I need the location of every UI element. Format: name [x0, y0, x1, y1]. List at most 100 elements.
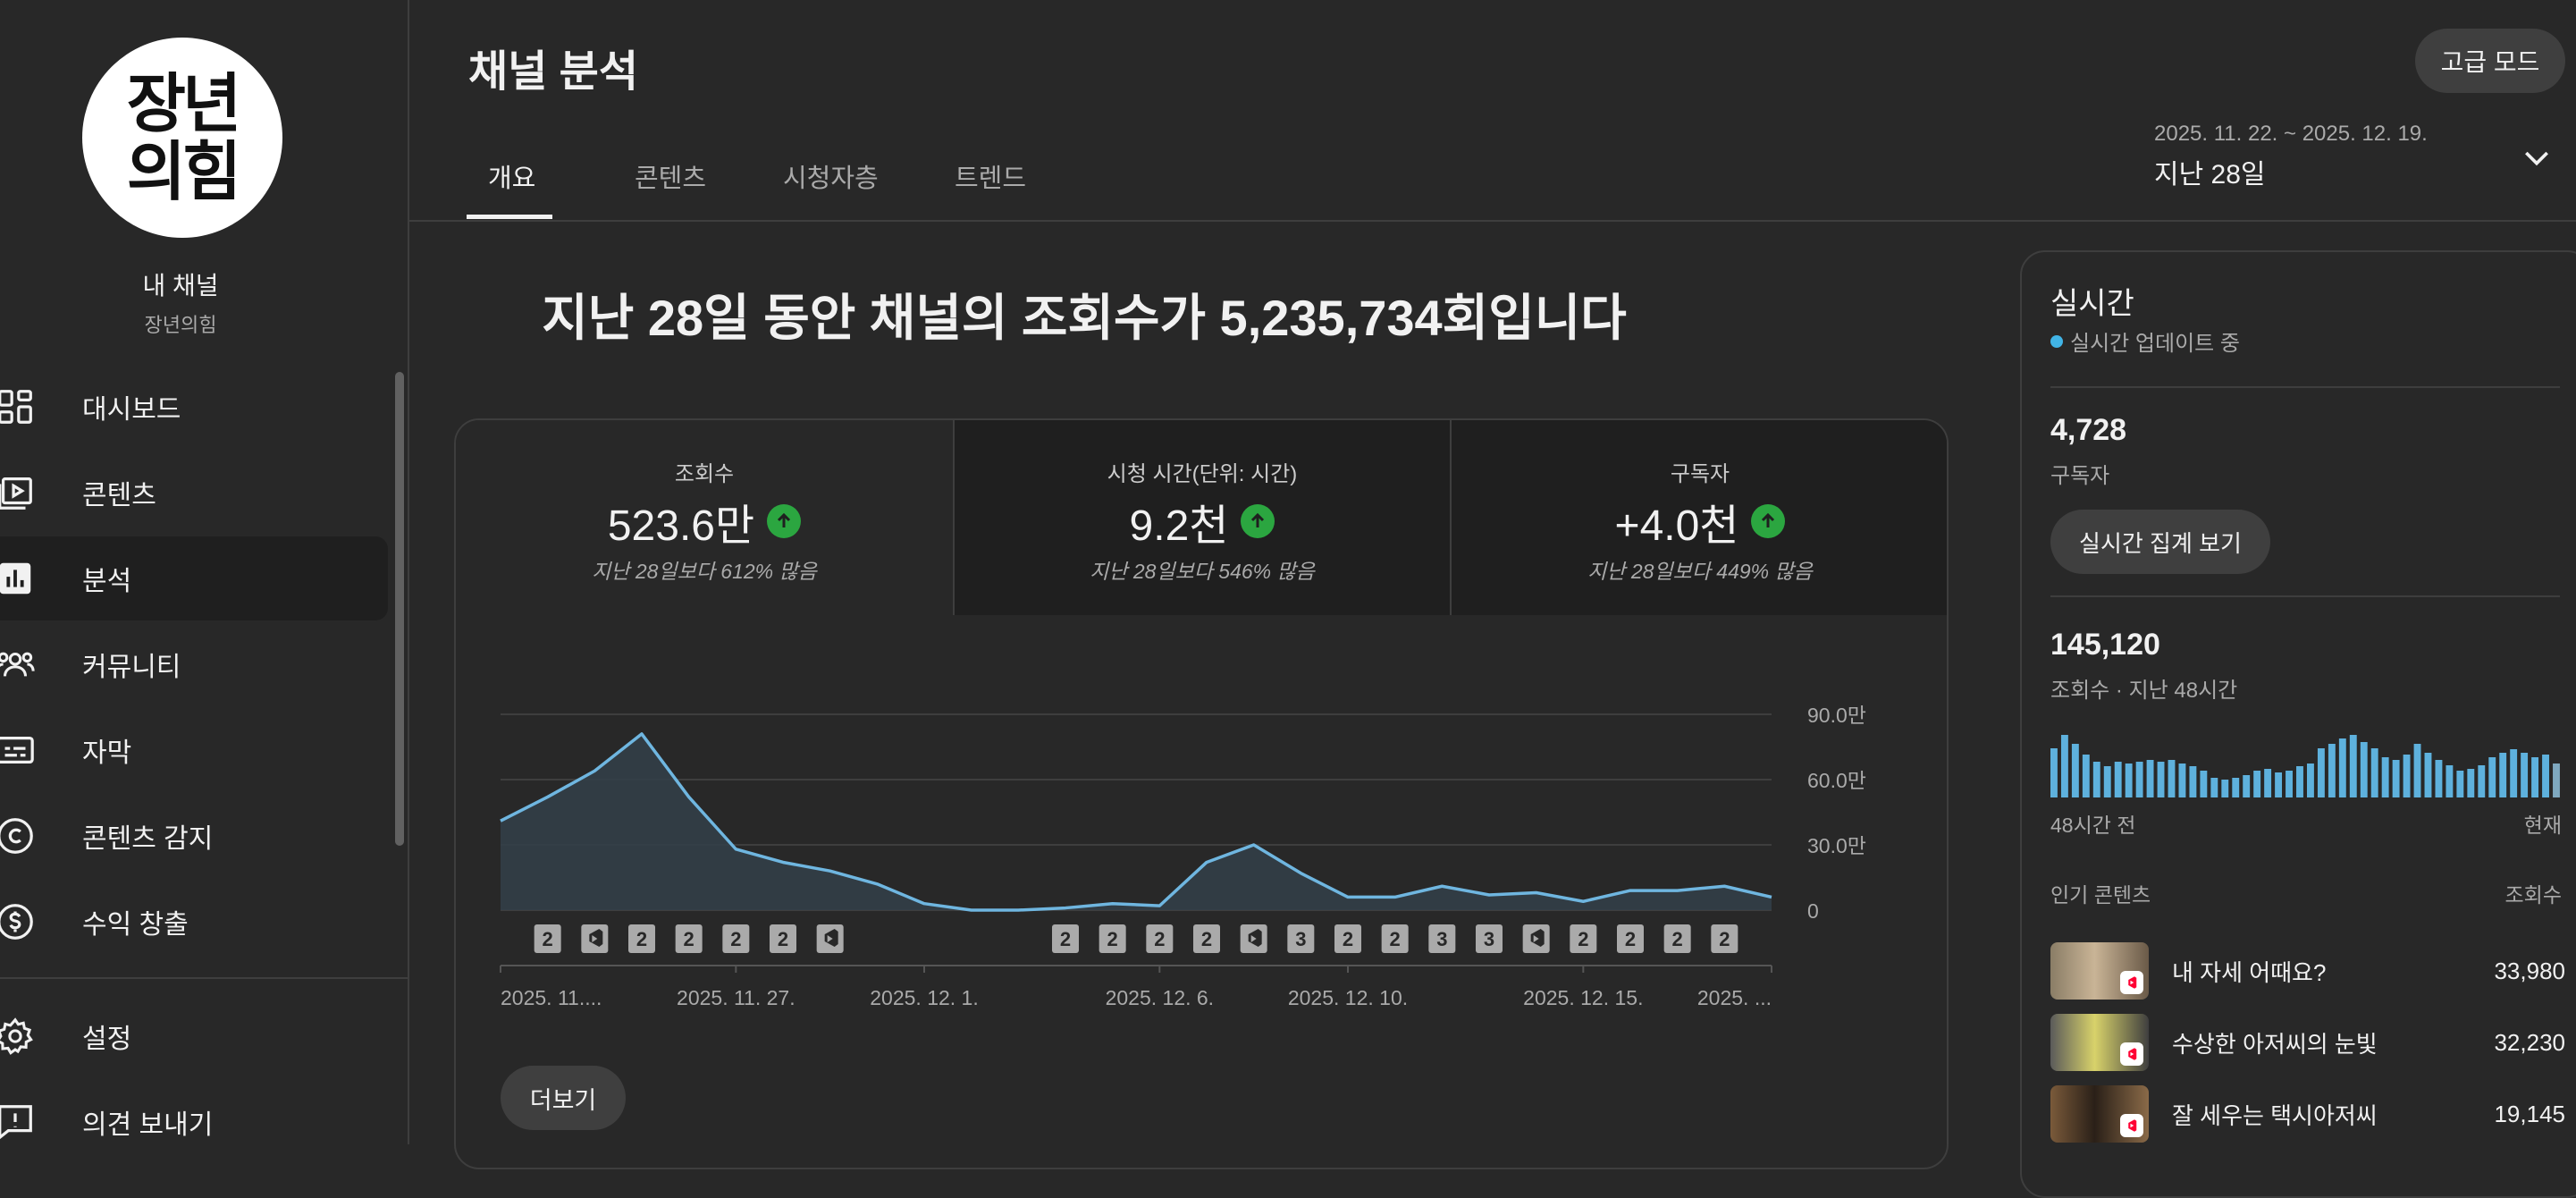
- popular-item-title: 내 자세 어때요?: [2172, 958, 2327, 986]
- hourly-bar: [2060, 735, 2068, 797]
- hourly-bar: [2392, 760, 2400, 797]
- hourly-bar: [2082, 755, 2090, 797]
- hourly-bar: [2168, 760, 2176, 797]
- popular-item[interactable]: 내 자세 어때요? 33,980: [2050, 942, 2565, 1000]
- hourly-bar: [2275, 772, 2283, 797]
- publish-marker: [1052, 924, 1079, 953]
- y-tick-label: 30.0만: [1807, 834, 1866, 857]
- hourly-bar: [2103, 766, 2111, 797]
- publish-marker-count: 2: [1719, 928, 1730, 950]
- publish-marker: [1334, 924, 1361, 953]
- sidebar-item-label: 대시보드: [82, 395, 181, 425]
- metric-subscribers[interactable]: 구독자 +4.0천 지난 28일보다 449% 많음: [1452, 420, 1947, 615]
- hourly-bar: [2232, 778, 2240, 797]
- sidebar-item-copyright[interactable]: 콘텐츠 감지: [0, 794, 388, 878]
- tab-content[interactable]: 콘텐츠: [635, 165, 707, 193]
- hourly-bar: [2403, 755, 2411, 797]
- hourly-bar: [2381, 757, 2389, 797]
- hourly-bar: [2157, 762, 2165, 797]
- tab-trends[interactable]: 트렌드: [955, 165, 1027, 193]
- realtime-views-label: 조회수 · 지난 48시간: [2050, 679, 2238, 703]
- tab-audience[interactable]: 시청자층: [783, 165, 879, 193]
- sidebar-item-analytics[interactable]: 분석: [0, 536, 388, 620]
- metric-value: +4.0천: [1614, 502, 1739, 550]
- popular-item[interactable]: 잘 세우는 택시아저씨 19,145: [2050, 1085, 2565, 1143]
- publish-marker: [1428, 924, 1456, 953]
- hourly-bar: [2360, 742, 2368, 797]
- hourly-bar: [2264, 769, 2272, 797]
- publish-marker-count: 3: [1295, 928, 1306, 950]
- tab-overview[interactable]: 개요: [488, 165, 536, 193]
- metric-views[interactable]: 조회수 523.6만 지난 28일보다 612% 많음: [456, 420, 953, 615]
- sidebar-item-label: 수익 창출: [82, 910, 189, 940]
- hourly-bar: [2050, 748, 2058, 797]
- dashboard-icon: [0, 390, 32, 424]
- publish-marker-count: 2: [1672, 928, 1683, 950]
- publish-marker-count: 2: [1107, 928, 1118, 950]
- publish-marker-count: 3: [1484, 928, 1494, 950]
- hourly-bar: [2467, 769, 2475, 797]
- publish-marker-count: 2: [1343, 928, 1353, 950]
- metric-watch-time[interactable]: 시청 시간(단위: 시간) 9.2천 지난 28일보다 546% 많음: [955, 420, 1450, 615]
- hourly-bar: [2424, 753, 2432, 797]
- popular-views-header: 조회수: [2504, 883, 2562, 907]
- sidebar-item-feedback[interactable]: 의견 보내기: [0, 1080, 388, 1164]
- hourly-bar: [2338, 738, 2346, 797]
- date-range-text: 2025. 11. 22. ~ 2025. 12. 19.: [2154, 122, 2428, 146]
- sidebar-item-content[interactable]: 콘텐츠: [0, 451, 388, 535]
- metric-comparison: 지난 28일보다 546% 많음: [1090, 560, 1315, 583]
- active-tab-indicator: [467, 215, 552, 219]
- realtime-axis-start: 48시간 전: [2050, 814, 2136, 837]
- y-tick-label: 60.0만: [1807, 769, 1866, 792]
- publish-marker-count: 2: [1201, 928, 1212, 950]
- hourly-bar: [2488, 757, 2496, 797]
- date-period-label: 지난 28일: [2154, 160, 2266, 190]
- sidebar-item-settings[interactable]: 설정: [0, 994, 388, 1078]
- realtime-title: 실시간: [2050, 287, 2134, 321]
- sidebar-scrollbar[interactable]: [395, 372, 404, 846]
- see-more-button[interactable]: 더보기: [501, 1066, 626, 1130]
- hourly-bar: [2521, 753, 2529, 797]
- subtitles-icon: [0, 736, 34, 764]
- channel-avatar[interactable]: 장년 의힘: [82, 38, 282, 238]
- publish-marker: [1663, 924, 1691, 953]
- sidebar-item-monetization[interactable]: 수익 창출: [0, 880, 388, 964]
- advanced-mode-button[interactable]: 고급 모드: [2415, 29, 2565, 93]
- hourly-bar: [2189, 766, 2197, 797]
- hourly-bar: [2553, 764, 2560, 797]
- publish-marker-count: 2: [1390, 928, 1401, 950]
- hourly-bar: [2478, 765, 2486, 797]
- hourly-bar: [2510, 749, 2518, 797]
- y-tick-label: 0: [1807, 899, 1819, 923]
- x-tick-label: 2025. 11. 27.: [677, 986, 796, 1009]
- publish-marker-count: 2: [730, 928, 741, 950]
- sidebar-item-dashboard[interactable]: 대시보드: [0, 365, 388, 449]
- popular-item[interactable]: 수상한 아저씨의 눈빛 32,230: [2050, 1014, 2565, 1071]
- popular-content-header: 인기 콘텐츠: [2050, 883, 2151, 907]
- realtime-hourly-chart[interactable]: [2050, 735, 2563, 797]
- sidebar-item-label: 커뮤니티: [82, 653, 181, 682]
- publish-marker-count: 2: [1578, 928, 1588, 950]
- views-chart[interactable]: 90.0만 60.0만 30.0만 0 2 2 2 2 2 2 2 2 2 3 2 2 3 3 2 2 2 2 2025. …: [456, 615, 1947, 1062]
- video-thumbnail: [2050, 1085, 2149, 1143]
- arrow-up-icon: [1751, 504, 1786, 538]
- community-icon: [0, 652, 35, 677]
- sidebar-item-community[interactable]: 커뮤니티: [0, 622, 388, 706]
- hourly-bar: [2456, 771, 2464, 797]
- hourly-bar: [2243, 775, 2251, 797]
- publish-marker-count: 2: [543, 928, 553, 950]
- hourly-bar: [2349, 735, 2357, 797]
- realtime-count-button[interactable]: 실시간 집계 보기: [2050, 510, 2270, 574]
- publish-marker-count: 2: [778, 928, 788, 950]
- publish-marker-count: 2: [1625, 928, 1636, 950]
- hourly-bar: [2114, 762, 2122, 797]
- shorts-play-icon: [827, 935, 833, 942]
- publish-marker: [534, 924, 561, 953]
- arrow-up-icon: [767, 504, 802, 538]
- hourly-bar: [2071, 744, 2079, 797]
- live-dot-icon: [2050, 334, 2063, 348]
- sidebar-item-subtitles[interactable]: 자막: [0, 708, 388, 792]
- realtime-axis-end: 현재: [2523, 814, 2562, 837]
- y-tick-label: 90.0만: [1807, 704, 1866, 727]
- hourly-bar: [2178, 764, 2186, 797]
